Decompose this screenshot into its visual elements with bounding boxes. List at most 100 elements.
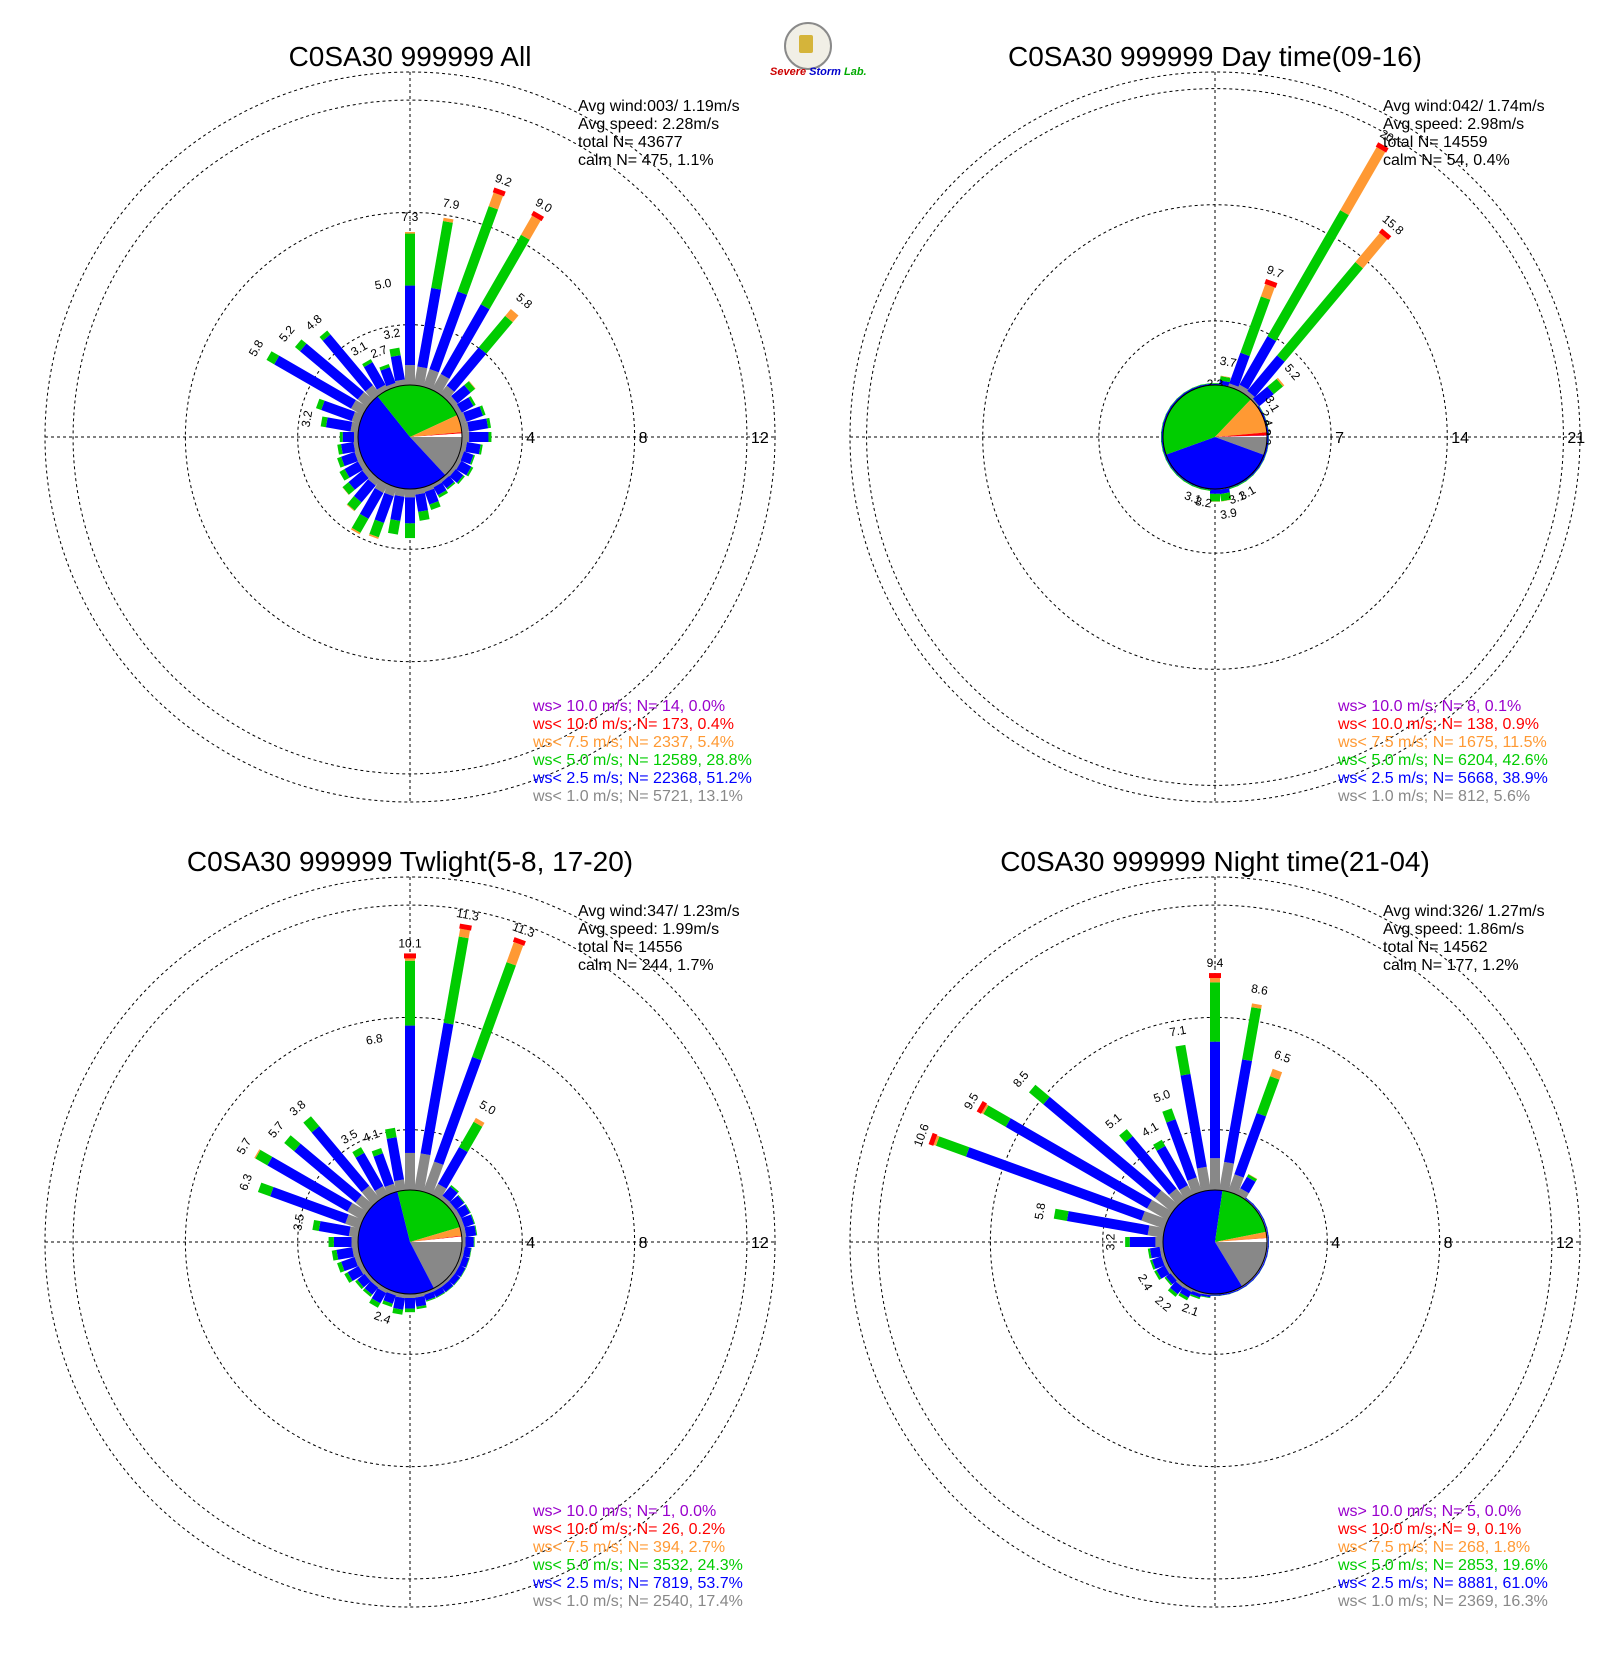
bar-label: 7.1 [1168, 1023, 1187, 1040]
legend-entry: ws< 10.0 m/s; N= 173, 0.4% [532, 716, 734, 733]
bar-dir-50 [446, 380, 476, 408]
bar-segment [457, 1255, 464, 1266]
bar-segment [359, 487, 384, 519]
bar-dir-210 [350, 479, 389, 535]
bar-dir-270 [1161, 432, 1164, 442]
legend-entry: ws< 2.5 m/s; N= 22368, 51.2% [532, 770, 752, 787]
bar-segment [470, 1214, 476, 1224]
bar-segment [1267, 432, 1269, 442]
bar-dir-20 [423, 187, 506, 390]
bar-segment [1263, 413, 1268, 424]
bar-segment [473, 1237, 475, 1247]
bar-segment [1125, 1237, 1130, 1247]
bar-segment [1228, 383, 1239, 390]
wind-bars [928, 973, 1283, 1301]
bar-segment [1149, 1259, 1156, 1270]
bar-segment [346, 504, 355, 512]
bar-segment [446, 1271, 456, 1282]
grid-ring-3 [866, 88, 1564, 786]
info-line: calm N= 244, 1.7% [578, 957, 714, 974]
bar-segment [439, 1195, 451, 1206]
info-line: Avg speed: 1.86m/s [1383, 921, 1524, 938]
bar-dir-310 [294, 339, 374, 408]
bar-dir-250 [337, 1255, 363, 1273]
pie-slice [410, 433, 463, 437]
bar-segment [1221, 499, 1232, 502]
bar-segment [342, 432, 354, 442]
bar-segment [336, 1247, 354, 1260]
pie-outline [1162, 1189, 1268, 1295]
bar-segment [423, 484, 435, 493]
bar-segment [342, 482, 355, 495]
bar-segment-tip [531, 210, 545, 222]
bar-dir-270 [339, 432, 358, 442]
bar-segment [1245, 1279, 1254, 1287]
bar-segment [386, 1289, 397, 1296]
bar-segment [466, 466, 474, 477]
bar-segment [1237, 1285, 1247, 1292]
bar-dir-220 [362, 1278, 381, 1297]
bar-segment [1236, 1188, 1249, 1200]
bar-label: 6.3 [236, 1172, 255, 1193]
bar-dir-260 [337, 441, 360, 455]
legend-entry: ws< 1.0 m/s; N= 5721, 13.1% [532, 788, 743, 805]
bar-label: 5.0 [477, 1097, 499, 1118]
pie-slice [410, 415, 462, 437]
legend-entry: ws< 10.0 m/s; N= 138, 0.9% [1337, 716, 1539, 733]
bar-label: 2.7 [369, 342, 390, 361]
bar-segment [457, 1218, 465, 1229]
bar-segment [1161, 422, 1165, 433]
bar-segment [1184, 479, 1194, 486]
bar-segment [452, 1263, 460, 1274]
bar-segment [456, 397, 474, 413]
bar-segment [1265, 441, 1269, 452]
info-line: Avg wind:347/ 1.23m/s [578, 903, 740, 920]
bar-label: 10.1 [398, 937, 422, 951]
bar-segment [474, 1225, 478, 1236]
bar-segment [468, 396, 476, 407]
bar-segment [376, 384, 389, 395]
pie-slice [410, 437, 463, 476]
bar-segment [379, 364, 390, 371]
bar-dir-270 [1125, 1237, 1164, 1247]
bar-dir-320 [303, 1116, 381, 1206]
bar-segment [1239, 336, 1277, 390]
bar-segment [423, 368, 439, 390]
bar-segment [451, 384, 471, 404]
bar-label: 8.6 [1250, 981, 1269, 998]
bar-segment [1234, 1112, 1267, 1178]
bar-label: 2.4 [372, 1308, 393, 1327]
bar-label: 5.0 [374, 276, 393, 293]
bar-segment [437, 490, 449, 498]
pie-slice [1215, 1237, 1267, 1242]
bar-dir-20 [1228, 1068, 1283, 1195]
bar-label: 8.5 [1010, 1068, 1032, 1090]
bar-segment [392, 1308, 404, 1315]
pie-slice [410, 1227, 462, 1242]
wind-bars [266, 187, 545, 539]
bar-segment [352, 1147, 365, 1158]
bar-dir-170 [414, 487, 430, 521]
bar-segment [1228, 1289, 1239, 1295]
bar-segment [1164, 1276, 1173, 1286]
bar-segment [1141, 1211, 1168, 1229]
bar-segment [333, 1237, 352, 1247]
bar-segment [394, 487, 406, 497]
bar-segment [254, 1149, 261, 1159]
pie-slice [1215, 435, 1267, 437]
bar-segment [1252, 1203, 1260, 1212]
bar-segment [1165, 1272, 1177, 1285]
bar-segment [1224, 1059, 1252, 1164]
bar-dir-240 [339, 458, 368, 481]
bar-segment-tip [1264, 279, 1278, 288]
bar-segment [393, 1296, 406, 1310]
bar-segment [1258, 1210, 1265, 1220]
bar-segment [479, 405, 486, 416]
bar-segment [1160, 441, 1164, 452]
bar-segment [1219, 376, 1231, 383]
bar-label: 10.6 [911, 1121, 932, 1148]
bar-label: 6.8 [365, 1031, 384, 1048]
bar-segment [303, 1116, 320, 1133]
bar-segment [337, 1261, 345, 1273]
bar-label: 3.2 [382, 326, 401, 343]
